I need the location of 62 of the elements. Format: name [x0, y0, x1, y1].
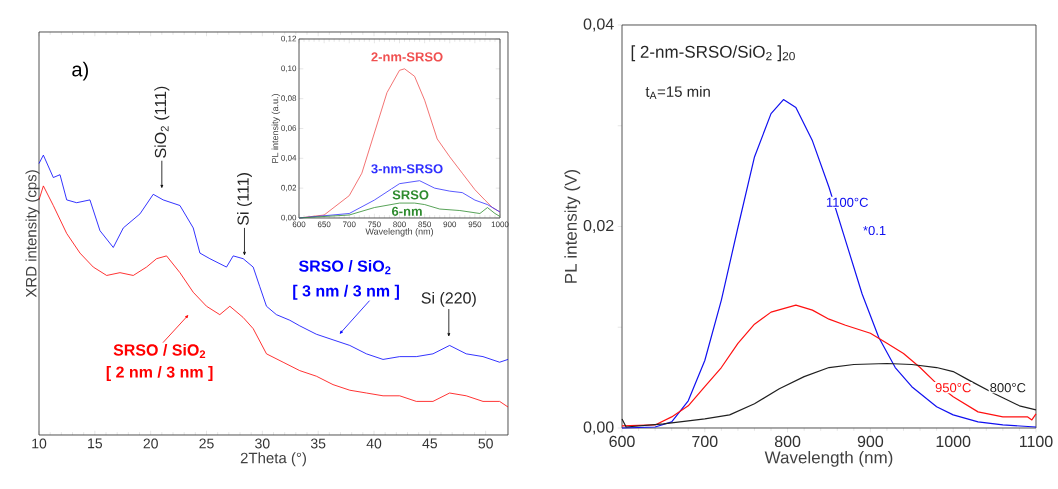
y-tick-label: 0,08 [281, 95, 297, 102]
text: SRSO / SiO$_{2}$ [298, 259, 391, 275]
y-tick-label: 0,00 [281, 214, 297, 222]
x-tick-label: 25 [199, 438, 214, 449]
x-axis-title: 2Theta (°) [240, 452, 306, 467]
y-tick-label: 0,06 [281, 125, 297, 132]
x-tick-label: 40 [366, 438, 382, 449]
x-tick-label: 15 [88, 438, 103, 449]
y-tick-label: 0,12 [281, 35, 297, 43]
annotation: [ 3 nm / 3 nm ] [293, 284, 399, 300]
x-tick-label: 800 [774, 435, 801, 448]
x-axis-title: Wavelength (nm) [365, 228, 434, 237]
series-label: 3-nm-SRSO [371, 164, 443, 174]
y-axis-title: PL intensity (V) [564, 169, 581, 283]
series-label: SRSO [392, 190, 429, 200]
annotation: Si (111) [237, 173, 252, 225]
annotation: 6-nm [391, 206, 422, 216]
x-tick-label: 900 [857, 435, 884, 448]
line-series [298, 202, 501, 219]
y-tick-label: 0,04 [281, 155, 297, 162]
line-series [621, 98, 1037, 429]
x-tick-label: 1000 [936, 435, 971, 448]
series-label: 2-nm-SRSO [371, 52, 443, 62]
text: a) [72, 61, 88, 81]
x-tick-label: 650 [317, 221, 331, 228]
x-tick-label: 700 [692, 435, 718, 448]
x-tick-label: 30 [255, 438, 270, 449]
y-tick-label: 0,02 [281, 184, 297, 192]
x-tick-label: 10 [32, 438, 47, 449]
series-label: 950°C [935, 383, 971, 393]
annotation: Si (220) [421, 291, 476, 307]
x-tick-label: 50 [478, 438, 493, 449]
x-tick-label: 600 [609, 435, 635, 448]
y-tick-label: 0,04 [583, 18, 614, 32]
x-axis-title: Wavelength (nm) [764, 450, 893, 467]
annotation: [ 2 nm / 3 nm ] [106, 365, 213, 381]
x-tick-label: 850 [418, 221, 431, 228]
x-tick-label: 1000 [491, 221, 509, 228]
y-axis-title: PL intensity (a.u.) [271, 94, 281, 163]
line-series [621, 362, 1037, 428]
x-tick-label: 600 [292, 221, 306, 228]
x-tick-label: 900 [443, 221, 457, 228]
annotation: SiO$_{2}$ (111) [154, 86, 170, 158]
line-series [621, 304, 1037, 427]
y-tick-label: 0,02 [583, 219, 614, 234]
x-tick-label: 45 [422, 438, 438, 449]
x-tick-label: 700 [342, 221, 356, 228]
annotation: t$_{A}$=15 min [645, 85, 710, 100]
y-tick-label: 0,00 [583, 421, 614, 435]
legend-label: SRSO / SiO$_{2}$ [113, 343, 206, 359]
y-tick-label: 0,10 [281, 65, 297, 73]
x-tick-label: 35 [310, 438, 326, 449]
x-tick-label: 950 [468, 221, 482, 228]
x-tick-label: 800 [393, 221, 406, 228]
x-tick-label: 1100 [1020, 435, 1053, 448]
text: [ 2-nm-SRSO/SiO$_{2}$ ]$_{20}$ [631, 45, 795, 62]
series-label: 1100°C [826, 197, 868, 207]
y-axis-title: XRD intensity (cps) [25, 170, 40, 298]
x-tick-label: 20 [143, 438, 158, 449]
series-label: 800°C [990, 383, 1026, 393]
annotation: *0.1 [863, 225, 886, 236]
x-tick-label: 750 [368, 221, 381, 228]
